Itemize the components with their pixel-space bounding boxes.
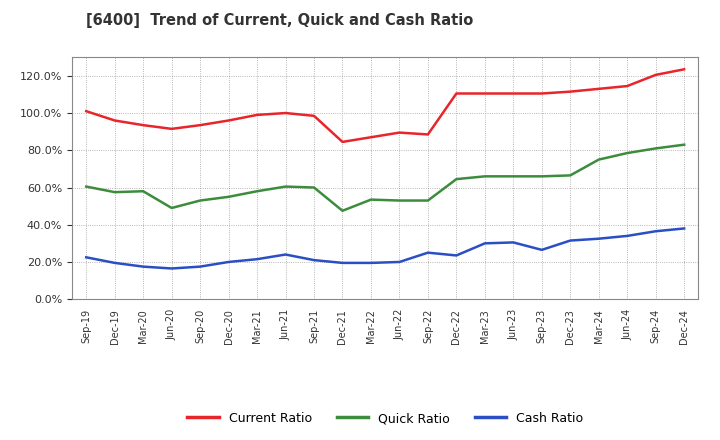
Current Ratio bbox=[566, 89, 575, 94]
Text: [6400]  Trend of Current, Quick and Cash Ratio: [6400] Trend of Current, Quick and Cash … bbox=[86, 13, 474, 28]
Current Ratio bbox=[167, 126, 176, 132]
Current Ratio bbox=[395, 130, 404, 135]
Quick Ratio bbox=[566, 173, 575, 178]
Quick Ratio bbox=[480, 174, 489, 179]
Cash Ratio bbox=[282, 252, 290, 257]
Line: Quick Ratio: Quick Ratio bbox=[86, 145, 684, 211]
Quick Ratio bbox=[282, 184, 290, 189]
Current Ratio bbox=[282, 110, 290, 116]
Cash Ratio bbox=[366, 260, 375, 266]
Cash Ratio bbox=[110, 260, 119, 266]
Current Ratio bbox=[452, 91, 461, 96]
Quick Ratio bbox=[452, 176, 461, 182]
Line: Cash Ratio: Cash Ratio bbox=[86, 228, 684, 268]
Quick Ratio bbox=[680, 142, 688, 147]
Current Ratio bbox=[139, 122, 148, 128]
Quick Ratio bbox=[338, 208, 347, 213]
Cash Ratio bbox=[395, 259, 404, 264]
Cash Ratio bbox=[167, 266, 176, 271]
Quick Ratio bbox=[623, 150, 631, 156]
Cash Ratio bbox=[82, 255, 91, 260]
Quick Ratio bbox=[82, 184, 91, 189]
Cash Ratio bbox=[423, 250, 432, 255]
Current Ratio bbox=[480, 91, 489, 96]
Current Ratio bbox=[595, 86, 603, 92]
Quick Ratio bbox=[253, 189, 261, 194]
Current Ratio bbox=[423, 132, 432, 137]
Cash Ratio bbox=[595, 236, 603, 241]
Cash Ratio bbox=[537, 247, 546, 253]
Quick Ratio bbox=[310, 185, 318, 190]
Quick Ratio bbox=[366, 197, 375, 202]
Current Ratio bbox=[225, 118, 233, 123]
Current Ratio bbox=[82, 109, 91, 114]
Cash Ratio bbox=[310, 257, 318, 263]
Quick Ratio bbox=[395, 198, 404, 203]
Line: Current Ratio: Current Ratio bbox=[86, 69, 684, 142]
Cash Ratio bbox=[480, 241, 489, 246]
Cash Ratio bbox=[652, 229, 660, 234]
Cash Ratio bbox=[338, 260, 347, 266]
Cash Ratio bbox=[253, 257, 261, 262]
Cash Ratio bbox=[680, 226, 688, 231]
Current Ratio bbox=[652, 72, 660, 77]
Quick Ratio bbox=[509, 174, 518, 179]
Current Ratio bbox=[623, 84, 631, 89]
Current Ratio bbox=[110, 118, 119, 123]
Cash Ratio bbox=[623, 233, 631, 238]
Current Ratio bbox=[509, 91, 518, 96]
Legend: Current Ratio, Quick Ratio, Cash Ratio: Current Ratio, Quick Ratio, Cash Ratio bbox=[182, 407, 588, 430]
Current Ratio bbox=[338, 139, 347, 144]
Current Ratio bbox=[537, 91, 546, 96]
Quick Ratio bbox=[225, 194, 233, 199]
Current Ratio bbox=[310, 113, 318, 118]
Quick Ratio bbox=[167, 205, 176, 211]
Cash Ratio bbox=[509, 240, 518, 245]
Quick Ratio bbox=[652, 146, 660, 151]
Current Ratio bbox=[680, 66, 688, 72]
Cash Ratio bbox=[566, 238, 575, 243]
Quick Ratio bbox=[139, 189, 148, 194]
Cash Ratio bbox=[196, 264, 204, 269]
Current Ratio bbox=[196, 122, 204, 128]
Quick Ratio bbox=[537, 174, 546, 179]
Quick Ratio bbox=[110, 190, 119, 195]
Cash Ratio bbox=[225, 259, 233, 264]
Current Ratio bbox=[366, 135, 375, 140]
Current Ratio bbox=[253, 112, 261, 117]
Quick Ratio bbox=[423, 198, 432, 203]
Quick Ratio bbox=[196, 198, 204, 203]
Quick Ratio bbox=[595, 157, 603, 162]
Cash Ratio bbox=[139, 264, 148, 269]
Cash Ratio bbox=[452, 253, 461, 258]
